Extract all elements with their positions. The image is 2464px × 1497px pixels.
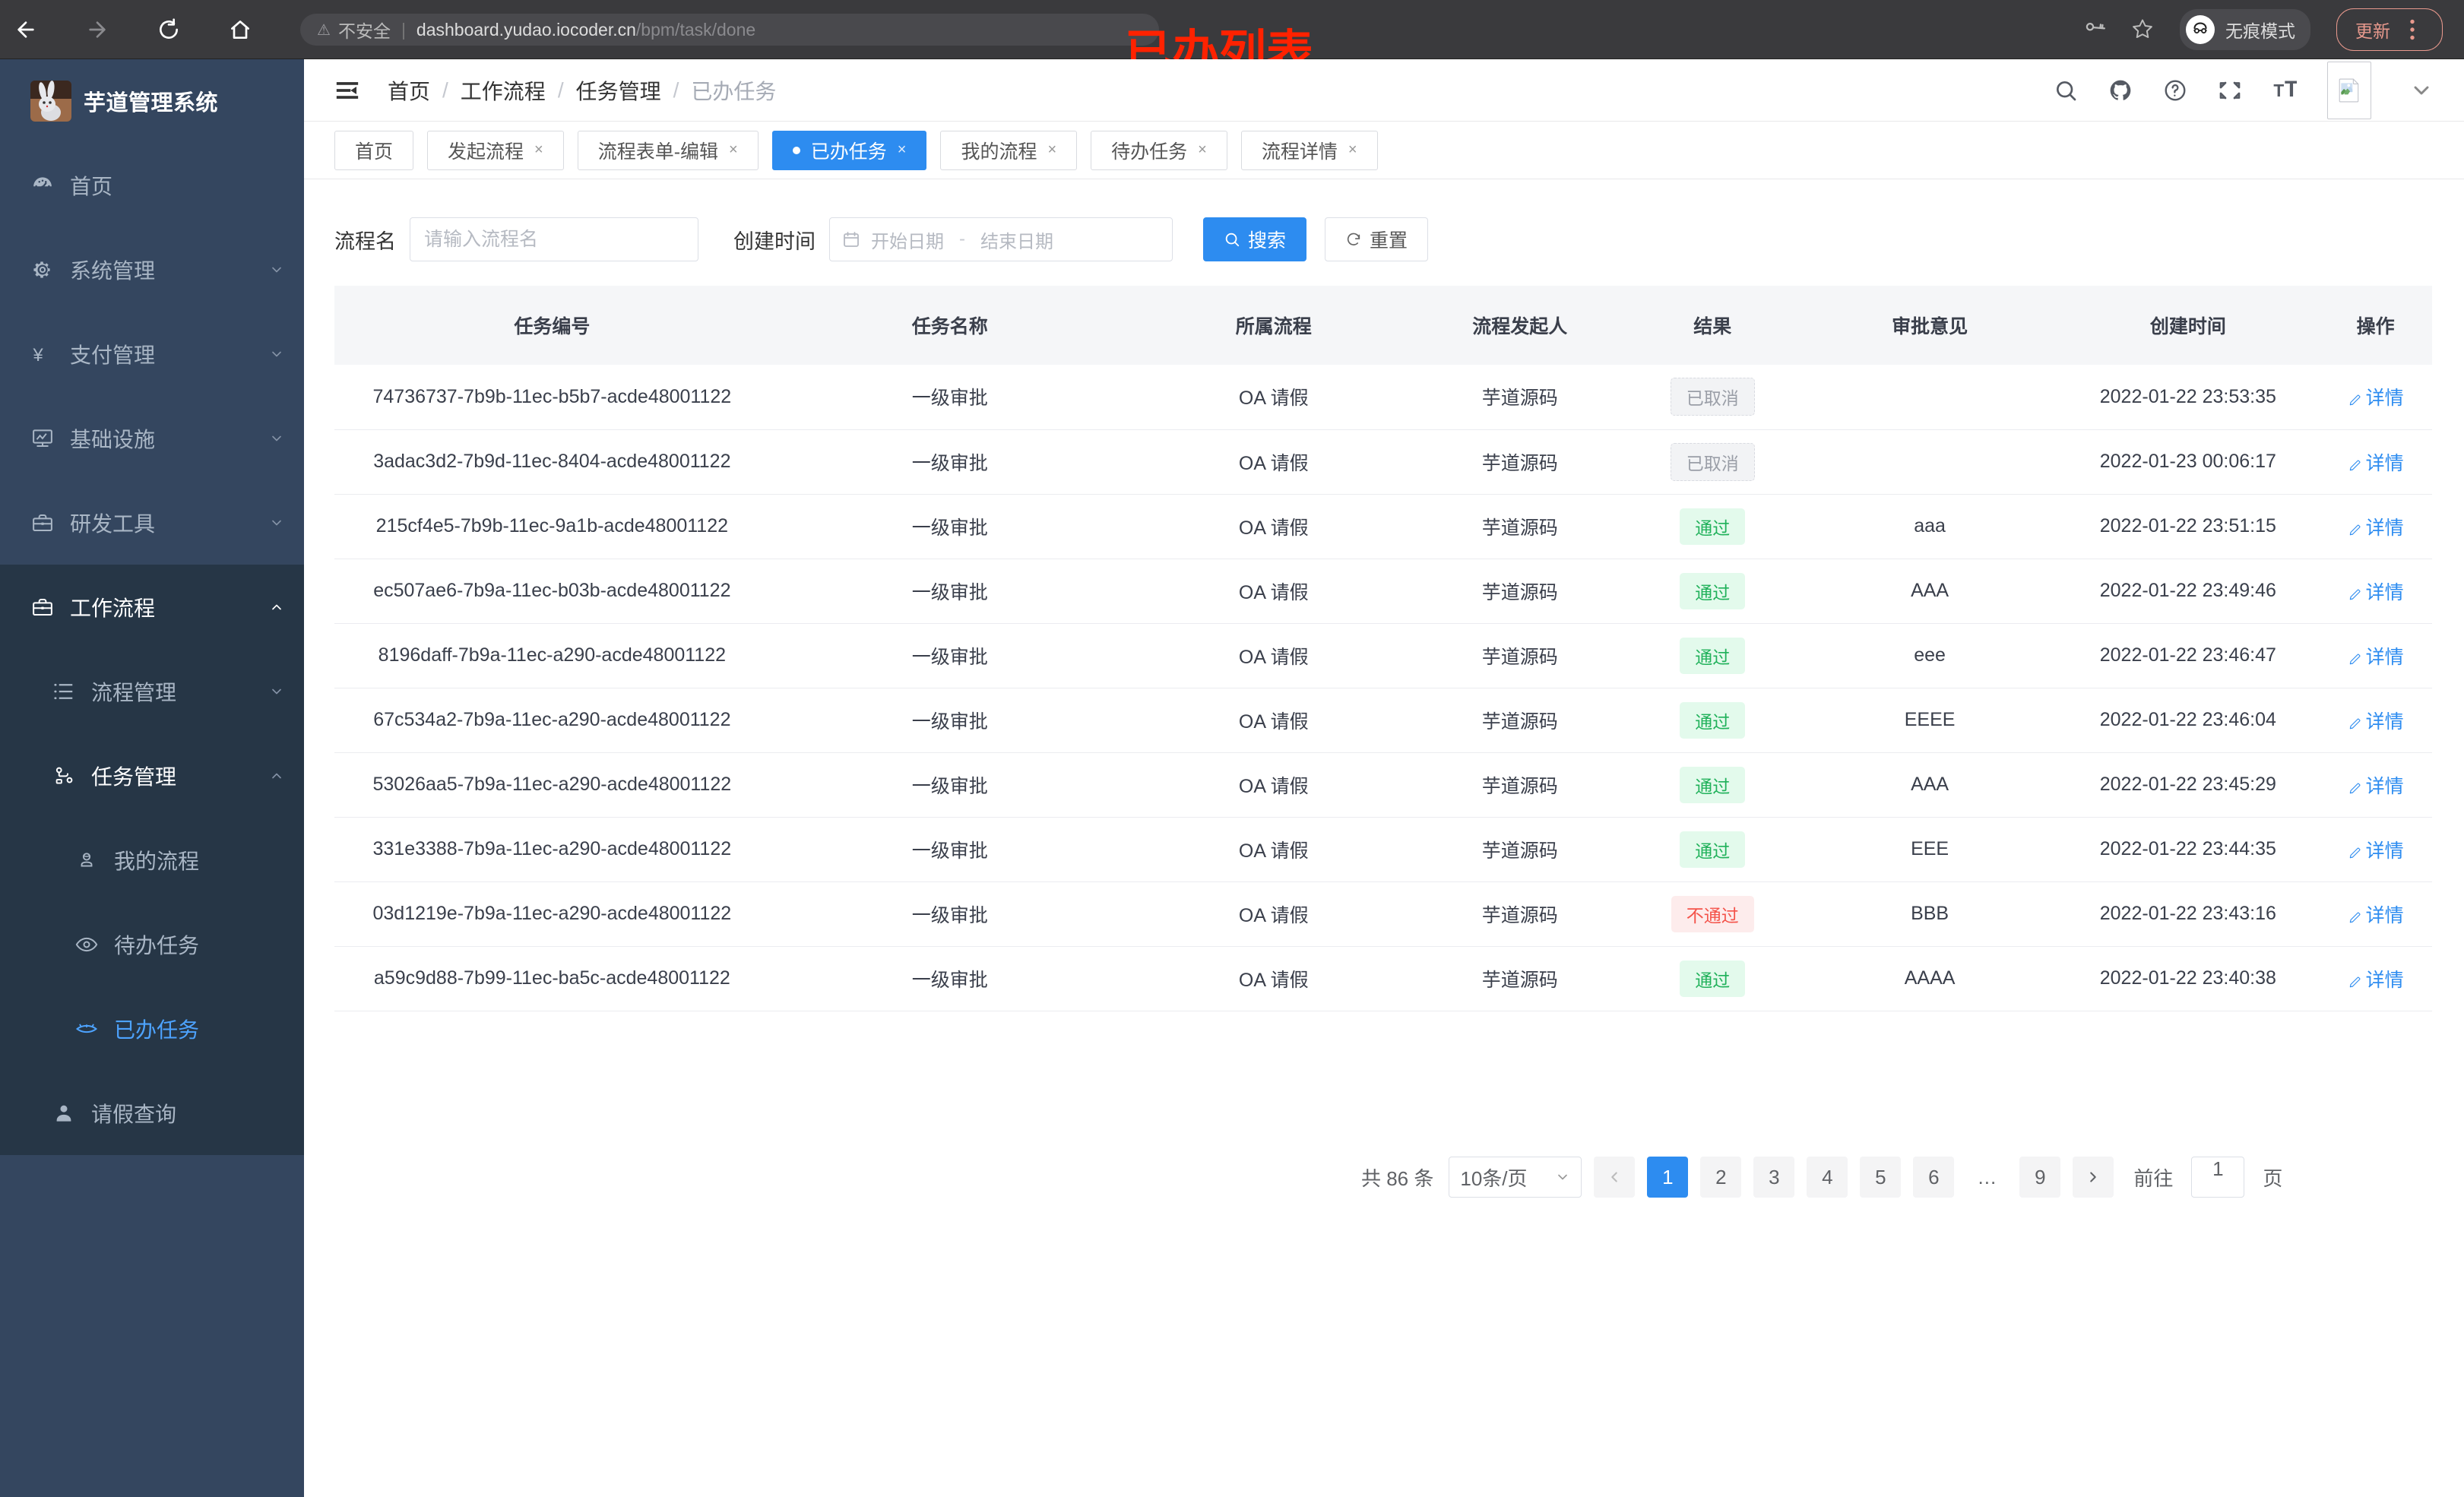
svg-text:T: T [2273, 81, 2284, 100]
svg-text:¥: ¥ [33, 344, 44, 365]
svg-text:T: T [2285, 78, 2297, 102]
